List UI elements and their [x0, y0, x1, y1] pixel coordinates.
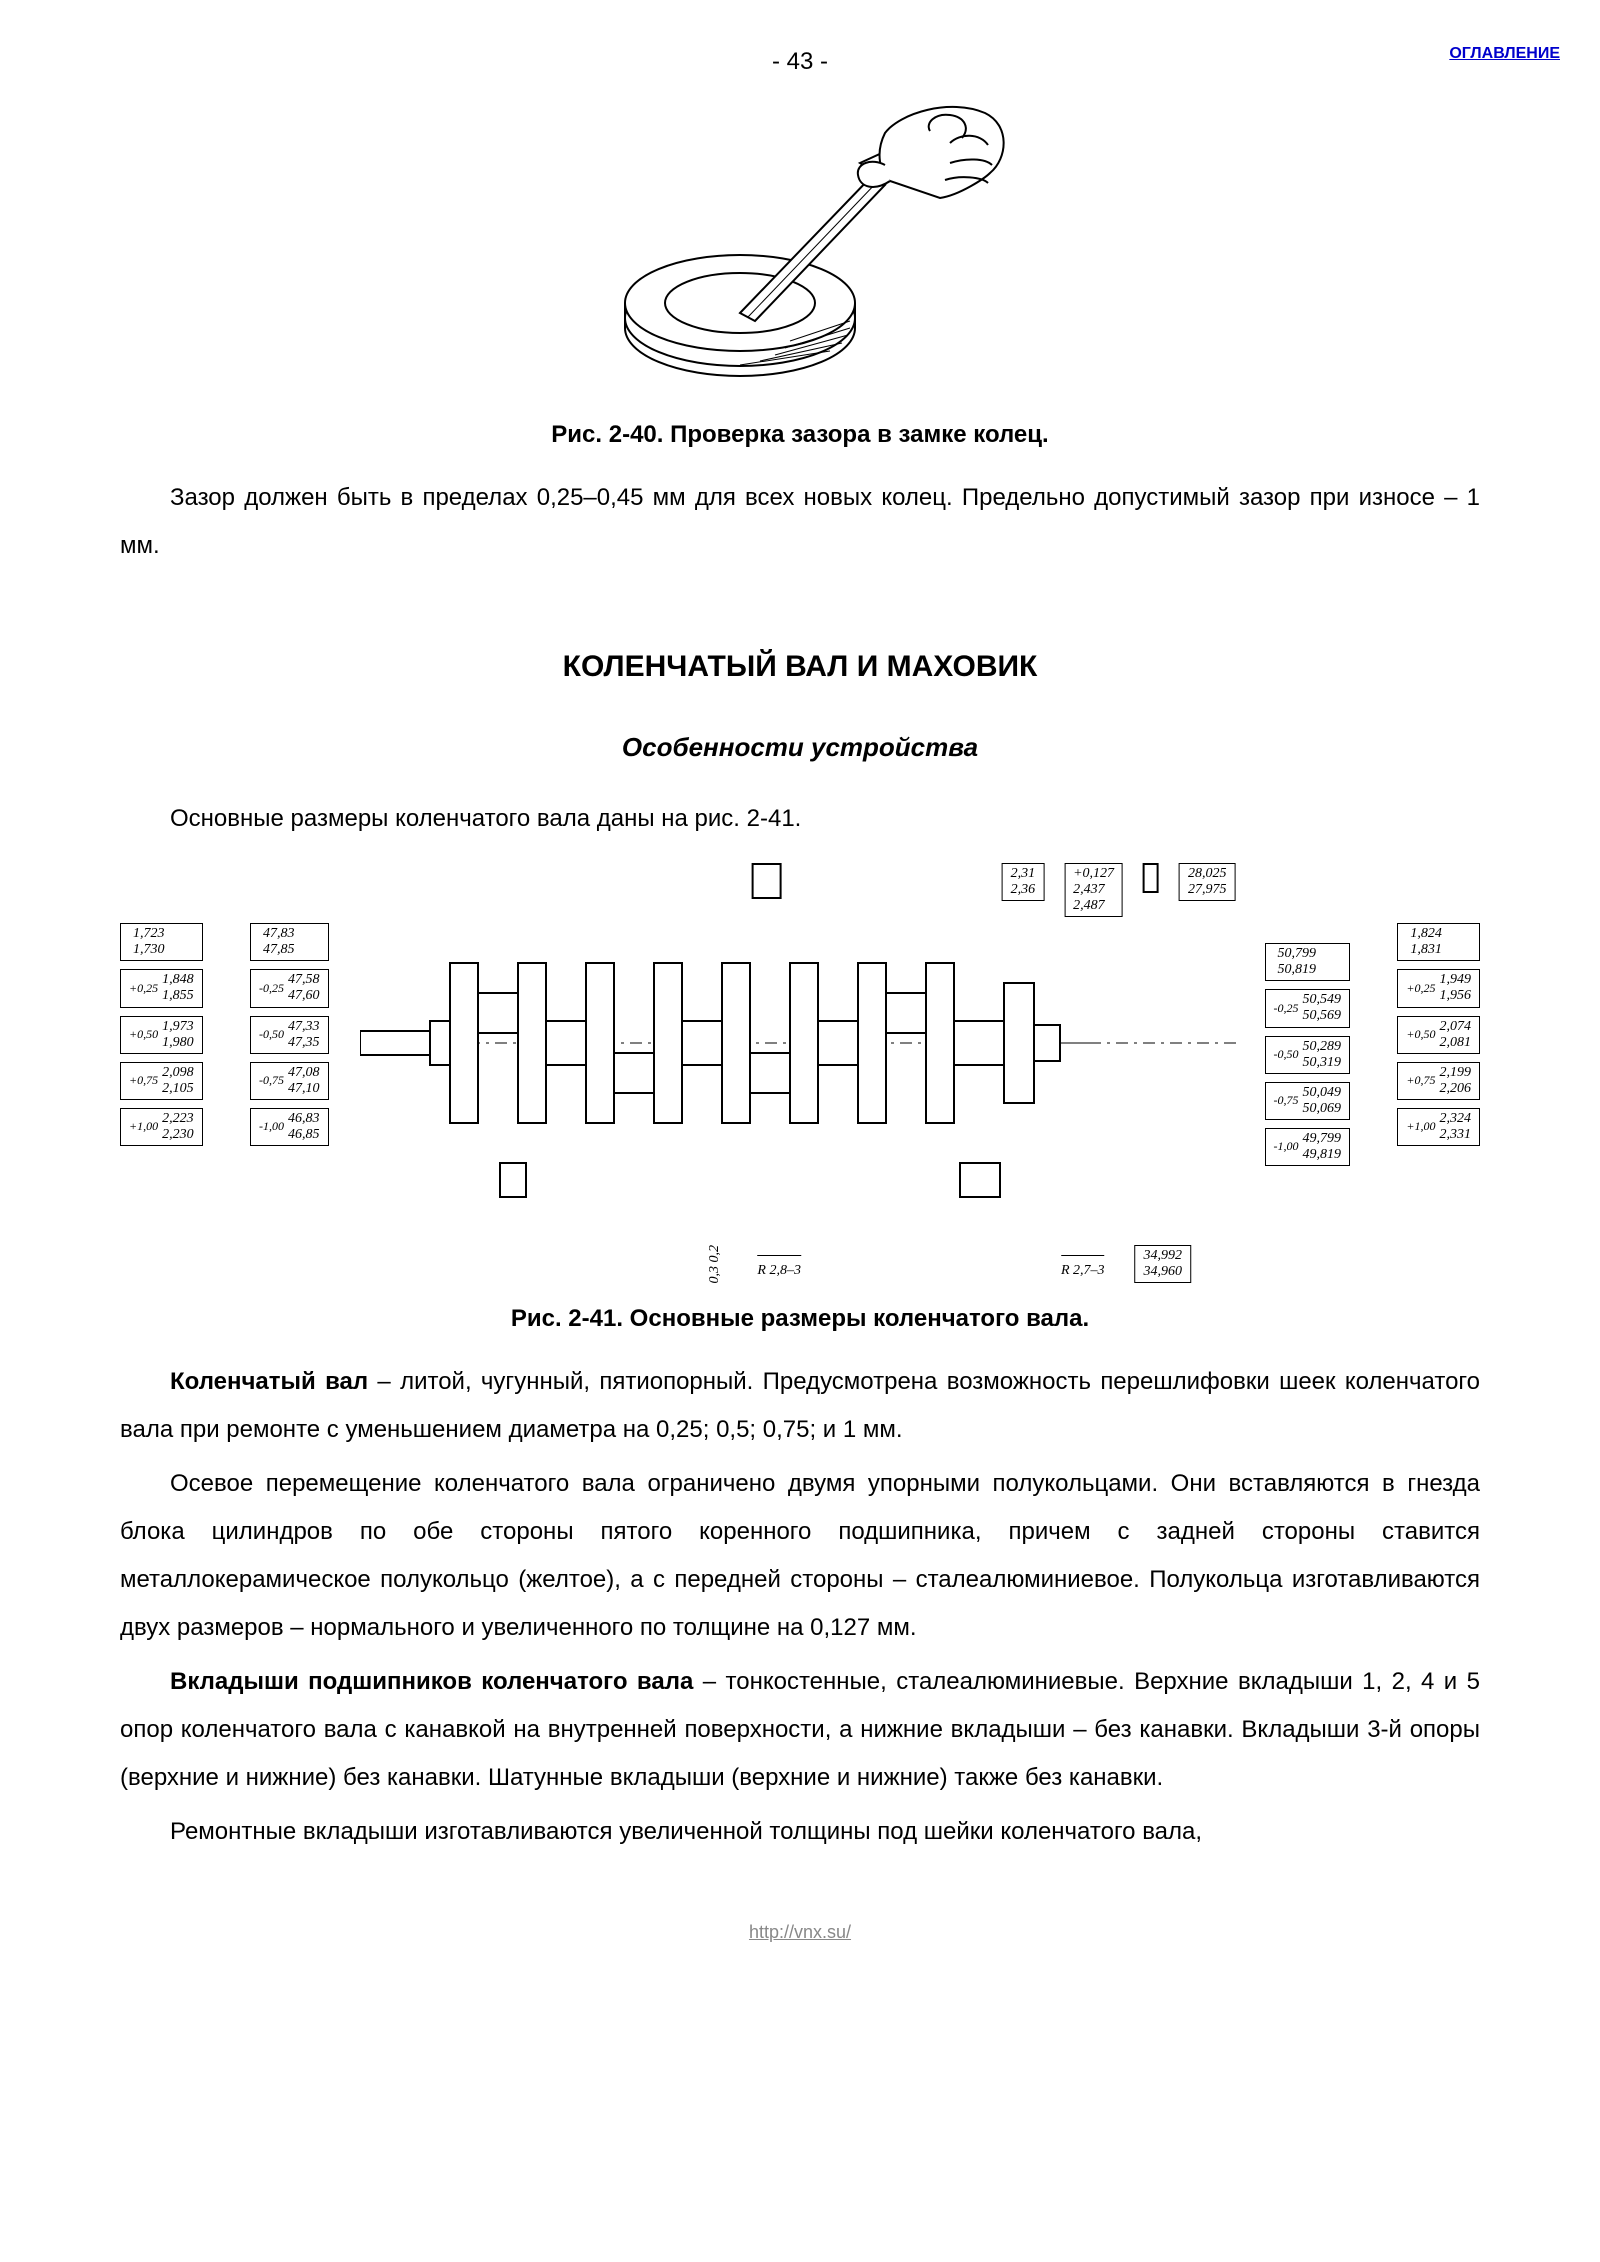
para5-lead: Вкладыши подшипников коленчатого вала: [170, 1668, 693, 1695]
paragraph-3: Коленчатый вал – литой, чугунный, пятиоп…: [120, 1358, 1480, 1454]
footer-link[interactable]: http://vnx.su/: [120, 1916, 1480, 1948]
radius-left: R 2,8–3: [757, 1255, 801, 1283]
vertical-dim: 0,3 0,2: [702, 1245, 727, 1284]
paragraph-2: Основные размеры коленчатого вала даны н…: [120, 795, 1480, 843]
para3-lead: Коленчатый вал: [170, 1368, 368, 1395]
left-dim-col-1: 1,7231,730 +0,251,8481,855 +0,501,9731,9…: [120, 923, 203, 1146]
small-rect-marker-2: [1143, 863, 1159, 893]
right-dim-col-2: 1,8241,831 +0,251,9491,956 +0,502,0742,0…: [1397, 923, 1480, 1146]
subsection-title: Особенности устройства: [120, 724, 1480, 771]
right-dim-col-1: 50,79950,819 -0,2550,54950,569 -0,5050,2…: [1265, 943, 1351, 1166]
section-title: КОЛЕНЧАТЫЙ ВАЛ И МАХОВИК: [120, 640, 1480, 694]
bottom-dim-box: 34,99234,960: [1135, 1245, 1192, 1283]
figure-1: [120, 103, 1480, 393]
crankshaft-outline: [360, 893, 1240, 1223]
paragraph-4: Осевое перемещение коленчатого вала огра…: [120, 1460, 1480, 1652]
ring-gap-check-illustration: [590, 103, 1010, 393]
paragraph-1: Зазор должен быть в пределах 0,25–0,45 м…: [120, 474, 1480, 570]
paragraph-6: Ремонтные вкладыши изготавливаются увели…: [120, 1808, 1480, 1856]
paragraph-5: Вкладыши подшипников коленчатого вала – …: [120, 1658, 1480, 1802]
toc-link[interactable]: ОГЛАВЛЕНИЕ: [1449, 40, 1560, 69]
page-number: - 43 -: [772, 48, 828, 75]
figure-2-caption: Рис. 2-41. Основные размеры коленчатого …: [120, 1297, 1480, 1340]
figure-2: 2,312,36 +0,1272,4372,487 28,02527,975 1…: [120, 863, 1480, 1340]
bottom-dimensions: 0,3 0,2 R 2,8–3 R 2,7–3 34,99234,960: [702, 1245, 1191, 1284]
crankshaft-diagram: 2,312,36 +0,1272,4372,487 28,02527,975 1…: [120, 863, 1480, 1283]
left-dim-col-2: 47,8347,85 -0,2547,5847,60 -0,5047,3347,…: [250, 923, 329, 1146]
figure-1-caption: Рис. 2-40. Проверка зазора в замке колец…: [120, 413, 1480, 456]
page-header: - 43 - ОГЛАВЛЕНИЕ: [120, 40, 1480, 83]
radius-right: R 2,7–3: [1061, 1255, 1105, 1283]
